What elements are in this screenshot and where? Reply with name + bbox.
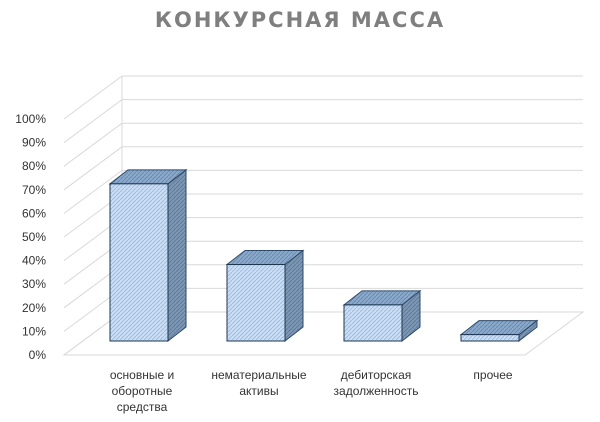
- y-tick-label: 20%: [22, 301, 46, 315]
- floor: [62, 311, 585, 356]
- y-tick-label: 90%: [22, 136, 46, 150]
- gridline-side: [63, 99, 123, 144]
- y-tick-label: 70%: [22, 183, 46, 197]
- y-tick-label: 60%: [22, 206, 46, 220]
- category-label: прочее: [473, 368, 513, 382]
- bar-side: [167, 168, 187, 343]
- bar: [108, 168, 188, 343]
- y-tick-label: 100%: [15, 112, 46, 126]
- y-tick-label: 30%: [22, 277, 46, 291]
- bar-front: [226, 264, 286, 342]
- category-label: дебиторская задолженность: [334, 368, 419, 398]
- bar-side: [284, 249, 304, 343]
- bar-front: [343, 304, 403, 342]
- bar-front: [109, 183, 169, 342]
- gridline-side: [63, 169, 123, 214]
- chart-title: КОНКУРСНАЯ МАССА: [154, 8, 446, 32]
- y-tick-label: 40%: [22, 254, 46, 268]
- category-label: основные и оборотные средства: [110, 368, 174, 414]
- category-label: нематериальные активы: [211, 368, 307, 398]
- y-tick-label: 80%: [22, 159, 46, 173]
- bar: [342, 289, 422, 343]
- bar-front: [460, 334, 520, 342]
- gridline-side: [63, 146, 123, 191]
- gridline-side: [63, 122, 123, 167]
- bar: [459, 319, 539, 343]
- y-tick-label: 50%: [22, 230, 46, 244]
- gridline-side: [63, 75, 123, 120]
- y-tick-label: 0%: [29, 348, 47, 362]
- y-tick-label: 10%: [22, 324, 46, 338]
- bar: [225, 249, 305, 343]
